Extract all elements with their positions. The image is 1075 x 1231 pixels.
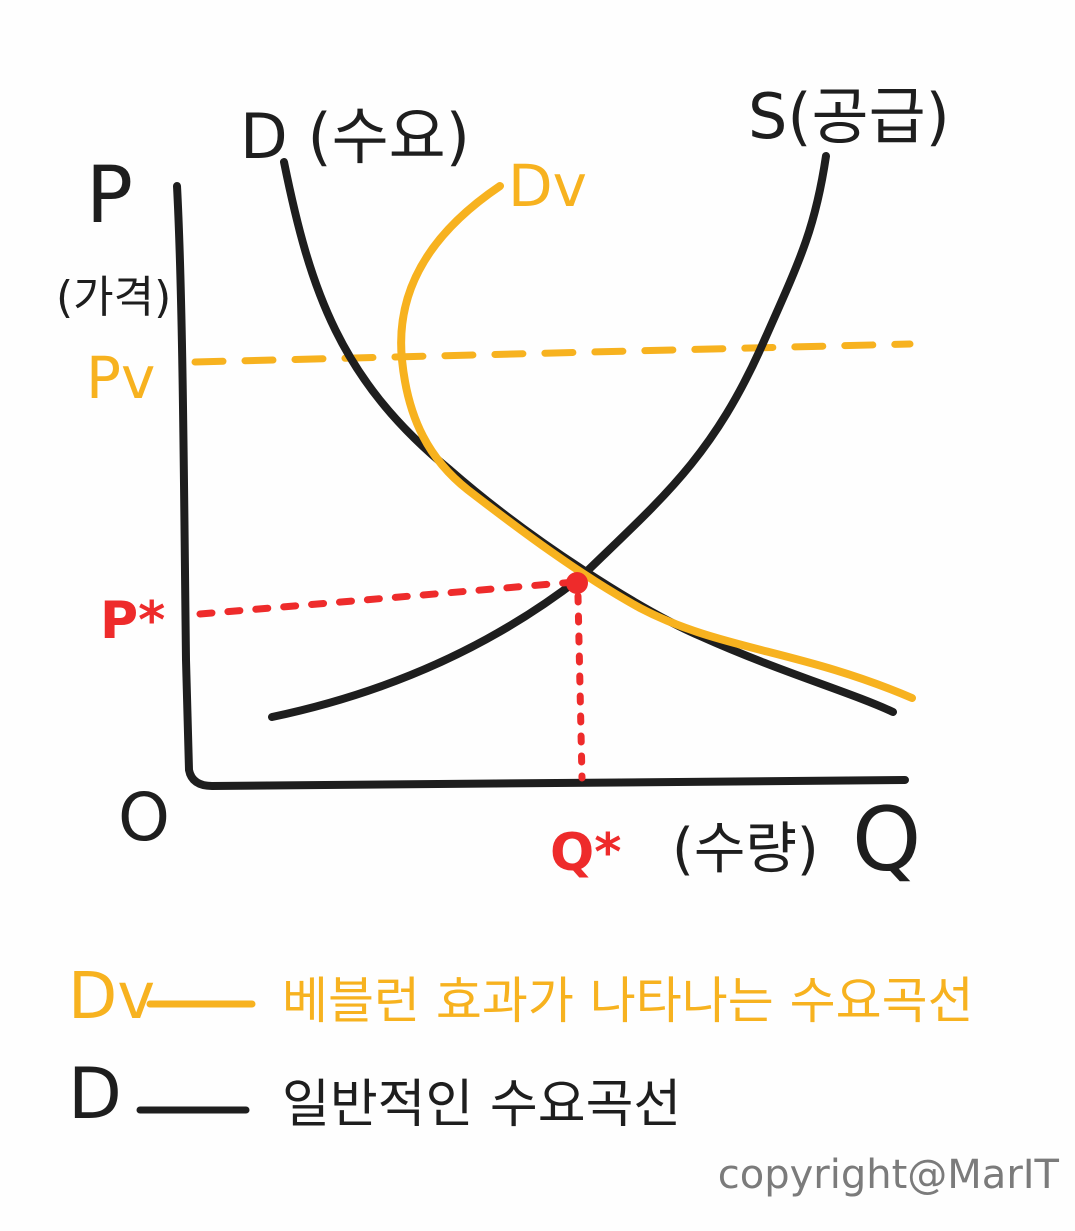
supply-curve bbox=[268, 152, 830, 721]
legend-veblen-symbol: Dv bbox=[68, 960, 155, 1034]
origin-label: O bbox=[118, 779, 170, 856]
x-axis-name: (수량) bbox=[672, 817, 819, 882]
veblen-curve-label: Dv bbox=[508, 152, 587, 220]
y-axis-symbol: P bbox=[86, 151, 133, 241]
equilibrium-point bbox=[566, 572, 588, 594]
copyright-text: copyright@MarIT bbox=[717, 1152, 1059, 1198]
y-axis bbox=[173, 182, 909, 790]
legend: Dv 베블런 효과가 나타나는 수요곡선 D 일반적인 수요곡선 bbox=[68, 960, 974, 1135]
legend-veblen-text: 베블런 효과가 나타나는 수요곡선 bbox=[282, 972, 974, 1030]
y-axis-name: (가격) bbox=[56, 272, 171, 323]
supply-curve-label: S(공급) bbox=[748, 80, 950, 153]
equilibrium-price-label: P* bbox=[100, 591, 165, 651]
equilibrium-quantity-line bbox=[574, 592, 586, 782]
veblen-price-line bbox=[191, 340, 914, 366]
legend-demand-symbol: D bbox=[68, 1053, 122, 1135]
veblen-price-label: Pv bbox=[86, 344, 155, 412]
demand-curve-label: D (수요) bbox=[240, 100, 470, 173]
x-axis-symbol: Q bbox=[852, 788, 921, 891]
equilibrium-price-line bbox=[196, 578, 579, 618]
equilibrium-quantity-label: Q* bbox=[550, 823, 621, 883]
legend-demand-text: 일반적인 수요곡선 bbox=[282, 1075, 681, 1135]
veblen-demand-curve bbox=[397, 182, 916, 702]
